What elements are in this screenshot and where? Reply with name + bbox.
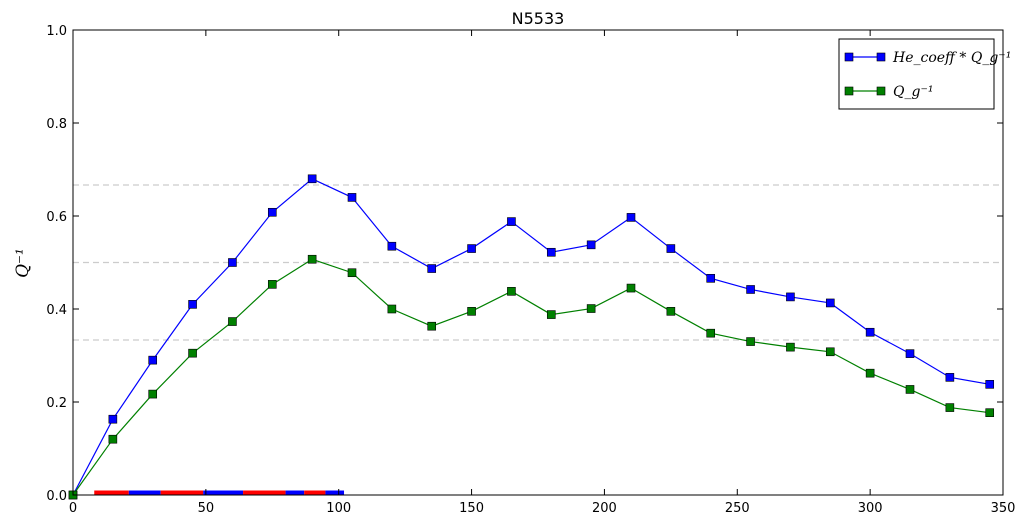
- data-point: [108, 414, 118, 424]
- x-tick-label: 100: [326, 501, 351, 516]
- data-point: [546, 310, 556, 319]
- data-point: [228, 317, 237, 326]
- series-line-0: [72, 178, 990, 496]
- data-point: [905, 349, 915, 358]
- data-point: [307, 174, 317, 184]
- data-point: [626, 283, 636, 293]
- data-point: [786, 292, 795, 302]
- data-point: [188, 348, 197, 358]
- data-point: [746, 337, 755, 346]
- y-tick-label: 0.8: [46, 117, 67, 132]
- x-tick-label: 300: [858, 501, 883, 516]
- chart-title: N5533: [512, 9, 565, 28]
- legend-label: Q_g⁻¹: [893, 84, 933, 100]
- data-point: [746, 285, 755, 294]
- data-point: [706, 328, 716, 338]
- data-point: [427, 321, 437, 331]
- legend-box: [838, 38, 995, 110]
- data-point: [706, 274, 716, 283]
- data-point: [666, 244, 676, 253]
- legend-item-0: He_coeff * Q_g⁻¹: [844, 50, 1011, 66]
- y-tick-label: 0.6: [46, 210, 67, 225]
- series-0: [68, 174, 995, 500]
- data-point: [666, 307, 676, 316]
- data-point: [307, 254, 317, 264]
- legend-marker: [844, 86, 854, 96]
- legend-marker: [876, 52, 886, 62]
- data-point: [945, 403, 955, 412]
- series-layer: [68, 174, 995, 500]
- data-point: [985, 408, 995, 417]
- data-point: [427, 264, 437, 273]
- legend: He_coeff * Q_g⁻¹ Q_g⁻¹: [838, 38, 1011, 110]
- y-axis-label: Q⁻¹: [13, 248, 33, 278]
- data-point: [586, 240, 596, 250]
- y-axis-label-text: Q⁻¹: [13, 248, 33, 278]
- data-point: [586, 304, 596, 313]
- data-point: [786, 342, 795, 352]
- data-point: [507, 217, 516, 226]
- data-point: [188, 300, 197, 309]
- x-tick-label: 350: [991, 501, 1016, 516]
- x-tick-label: 0: [69, 501, 77, 516]
- y-tick-label: 0.0: [46, 489, 67, 504]
- data-point: [267, 280, 277, 289]
- legend-label: He_coeff * Q_g⁻¹: [892, 50, 1011, 66]
- x-tick-label: 250: [725, 501, 750, 516]
- data-point: [865, 368, 875, 378]
- data-point: [467, 244, 476, 253]
- data-point: [148, 389, 158, 399]
- data-point: [546, 247, 556, 257]
- data-point: [865, 327, 875, 337]
- legend-marker: [844, 52, 854, 62]
- x-tick-label: 50: [198, 501, 215, 516]
- data-point: [905, 385, 915, 394]
- axis-ticks: 0 50 100 150 200 250 300 350 0.0 0.2 0.4 0.6 0.8 1.0: [46, 24, 1015, 516]
- data-point: [507, 287, 516, 296]
- data-point: [267, 207, 277, 217]
- y-tick-label: 0.4: [46, 303, 67, 318]
- plot-frame: [72, 29, 1004, 496]
- data-point: [626, 213, 636, 222]
- data-point: [148, 355, 158, 365]
- legend-marker: [876, 86, 886, 96]
- y-tick-label: 1.0: [46, 24, 67, 39]
- reference-lines: [73, 184, 1003, 341]
- y-tick-label: 0.2: [46, 396, 67, 411]
- data-point: [825, 298, 835, 308]
- data-point: [945, 373, 955, 382]
- x-tick-label: 150: [459, 501, 484, 516]
- data-point: [387, 304, 397, 314]
- legend-item-1: Q_g⁻¹: [844, 84, 933, 100]
- data-point: [347, 268, 357, 278]
- data-point: [467, 307, 476, 316]
- data-point: [825, 347, 835, 357]
- series-1: [68, 254, 995, 500]
- data-point: [985, 380, 995, 389]
- data-point: [108, 434, 118, 444]
- data-point: [228, 258, 237, 267]
- series-line-1: [72, 258, 990, 496]
- data-point: [347, 193, 357, 202]
- x-tick-label: 200: [592, 501, 617, 516]
- data-point: [387, 241, 397, 251]
